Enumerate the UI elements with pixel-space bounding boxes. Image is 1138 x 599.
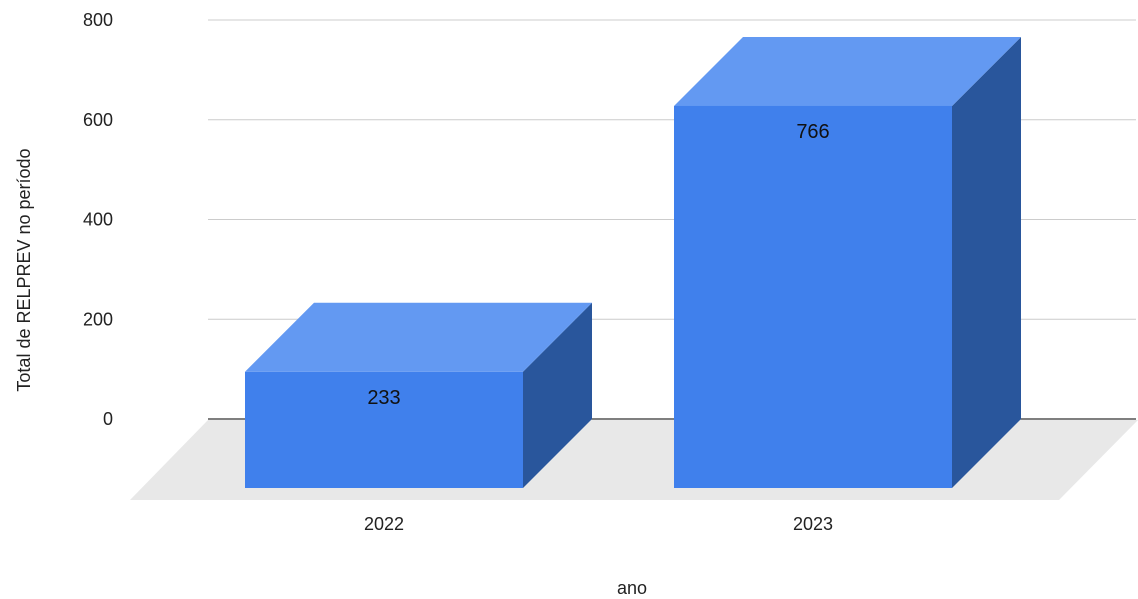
bar-value-label: 766 (796, 121, 829, 143)
x-axis-ticks: 2022 2023 (364, 514, 833, 534)
y-tick-label: 0 (103, 409, 113, 429)
y-tick-label: 600 (83, 110, 113, 130)
bar-side-face (523, 302, 592, 488)
y-tick-label: 200 (83, 309, 113, 329)
y-tick-label: 800 (83, 10, 113, 30)
x-tick-label: 2022 (364, 514, 404, 534)
bar-side-face (952, 36, 1021, 489)
bar-front-face (674, 105, 952, 489)
bar-2023: 766 (674, 36, 1021, 489)
y-axis-ticks: 0 200 400 600 800 (83, 10, 113, 429)
x-axis-title: ano (617, 578, 647, 598)
bars: 233 766 (245, 36, 1021, 489)
x-tick-label: 2023 (793, 514, 833, 534)
bar-value-label: 233 (367, 387, 400, 409)
bar-2022: 233 (245, 302, 592, 488)
y-axis-title: Total de RELPREV no período (14, 148, 34, 391)
bar-top-face (245, 302, 592, 372)
bar-top-face (674, 36, 1021, 106)
y-tick-label: 400 (83, 210, 113, 230)
bar-front-face (245, 371, 523, 488)
